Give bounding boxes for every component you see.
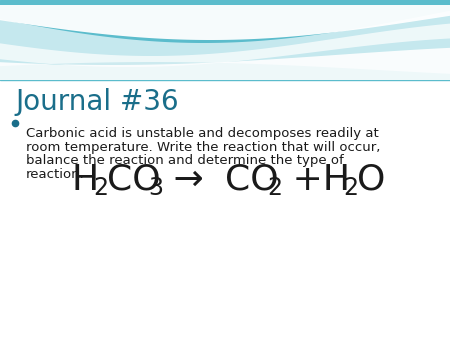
- Text: →: →: [162, 163, 216, 197]
- Text: O: O: [357, 163, 386, 197]
- Text: 2: 2: [343, 176, 358, 200]
- Text: Journal #36: Journal #36: [15, 88, 179, 116]
- Text: balance the reaction and determine the type of: balance the reaction and determine the t…: [26, 154, 344, 167]
- Polygon shape: [0, 11, 450, 74]
- Text: 2: 2: [267, 176, 282, 200]
- Text: CO: CO: [225, 163, 279, 197]
- Text: reaction.: reaction.: [26, 168, 85, 180]
- Text: CO: CO: [107, 163, 160, 197]
- Text: 2: 2: [93, 176, 108, 200]
- Polygon shape: [0, 0, 450, 80]
- Text: H: H: [72, 163, 99, 197]
- Text: Carbonic acid is unstable and decomposes readily at: Carbonic acid is unstable and decomposes…: [26, 127, 379, 140]
- Polygon shape: [0, 5, 450, 40]
- Text: room temperature. Write the reaction that will occur,: room temperature. Write the reaction tha…: [26, 141, 380, 153]
- Text: +H: +H: [281, 163, 350, 197]
- Text: 3: 3: [148, 176, 163, 200]
- Polygon shape: [0, 48, 450, 80]
- Polygon shape: [0, 24, 450, 67]
